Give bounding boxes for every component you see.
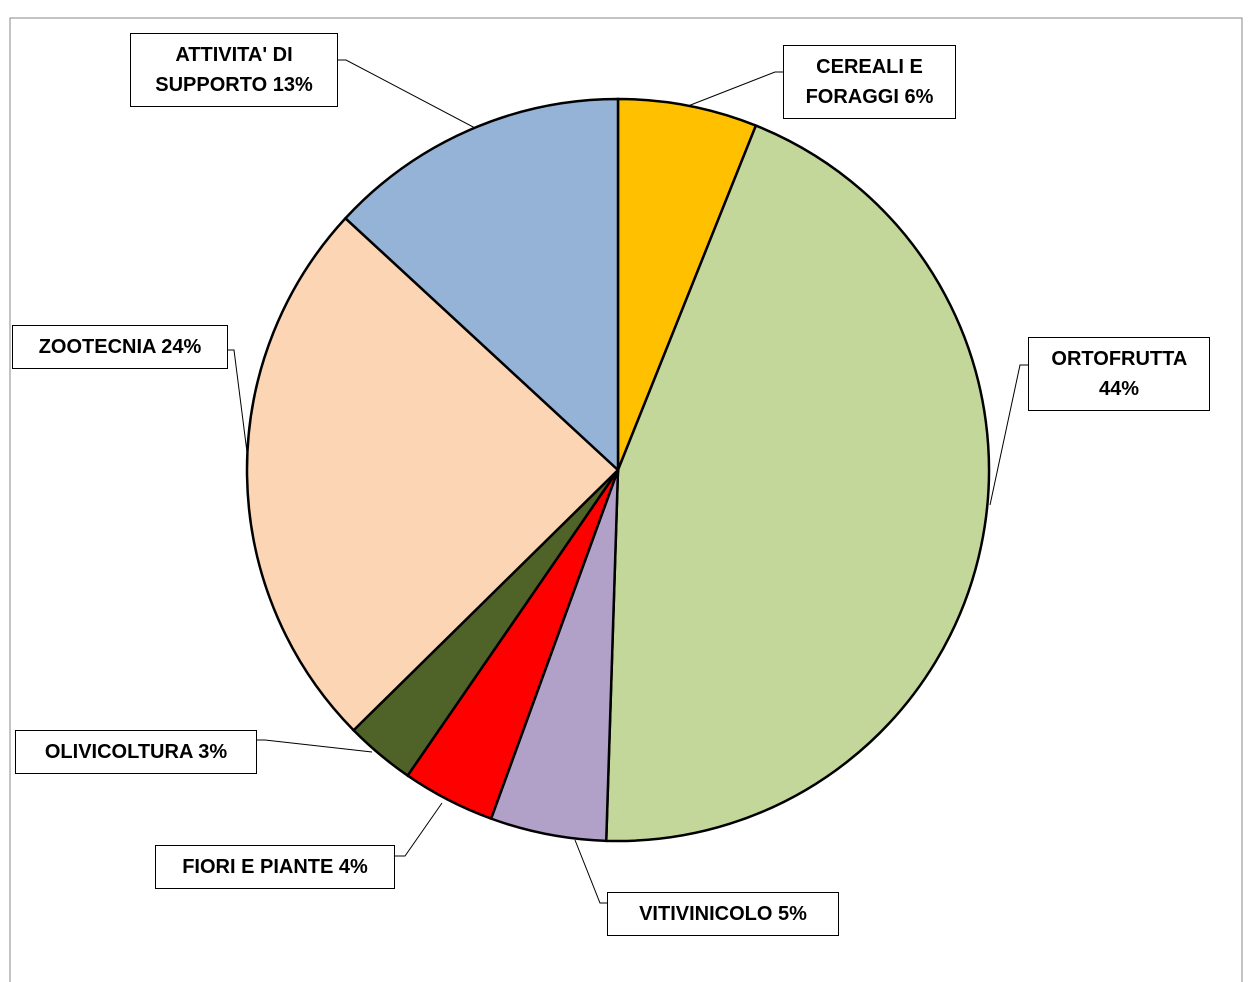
slice-label: VITIVINICOLO 5% (607, 892, 839, 936)
slice-label: FIORI E PIANTE 4% (155, 845, 395, 889)
leader-line (574, 839, 607, 904)
pie-slice (343, 97, 620, 473)
category-label: FIORI E PIANTE (182, 856, 334, 878)
pie-slice (604, 123, 991, 843)
pie-slice (245, 216, 620, 733)
leader-line (687, 71, 783, 107)
slice-label: CEREALI E FORAGGI 6% (783, 45, 956, 119)
value-label: 3% (198, 741, 228, 763)
category-label: VITIVINICOLO (639, 903, 773, 925)
category-label: ATTIVITA' DI SUPPORTO (155, 44, 293, 96)
slice-label: OLIVICOLTURA 3% (15, 730, 257, 774)
value-label: 4% (338, 856, 368, 878)
category-label: CEREALI E FORAGGI (805, 56, 923, 108)
value-label: 13% (272, 74, 313, 96)
slice-label: ZOOTECNIA 24% (12, 325, 228, 369)
leader-line (395, 802, 443, 857)
chart-frame (9, 17, 1243, 982)
value-label: 6% (904, 86, 934, 108)
slice-label: ORTOFRUTTA 44% (1028, 337, 1210, 411)
leader-line (338, 59, 476, 129)
leader-line (989, 364, 1028, 506)
value-label: 5% (778, 903, 807, 925)
category-label: ORTOFRUTTA (1051, 348, 1187, 370)
category-label: OLIVICOLTURA (44, 741, 193, 763)
leader-line (228, 349, 249, 461)
value-label: 24% (161, 336, 202, 358)
slice-label: ATTIVITA' DI SUPPORTO 13% (130, 33, 338, 107)
category-label: ZOOTECNIA (38, 336, 156, 358)
value-label: 44% (1098, 378, 1140, 400)
leader-line (257, 739, 373, 753)
